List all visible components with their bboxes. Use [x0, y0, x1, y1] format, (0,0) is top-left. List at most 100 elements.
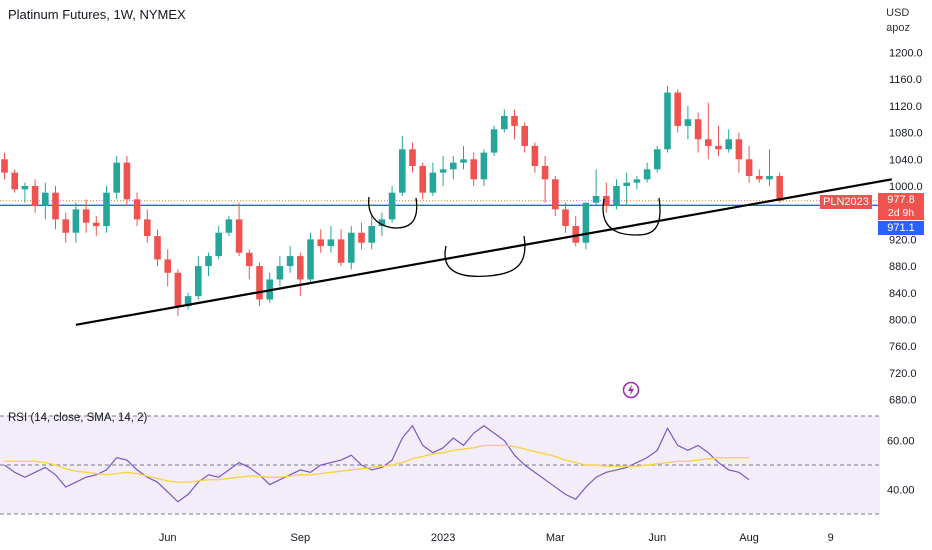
candle-body [286, 256, 294, 267]
time-tick-label: 2023 [431, 532, 455, 544]
rsi-axis: 40.00 60.00 [887, 436, 915, 497]
candle-body [327, 239, 335, 247]
candle-body [1, 159, 8, 173]
cup-annotation [602, 197, 661, 236]
last-price-badge: 977.8 [878, 193, 924, 207]
rsi-lines [4, 424, 750, 503]
candle-body [184, 296, 192, 307]
candle-body [317, 239, 324, 247]
candle-body [674, 92, 681, 126]
candle-body [501, 115, 508, 130]
price-tick-label: 840.0 [889, 288, 917, 300]
candle-body [705, 139, 712, 146]
price-tick-label: 1040.0 [889, 154, 923, 166]
candle-body [664, 92, 671, 150]
price-tick-label: 1160.0 [889, 74, 922, 86]
rsi-tick-label: 40.00 [887, 485, 915, 497]
candle-body [776, 175, 783, 201]
time-tick-label: Aug [739, 532, 759, 544]
candle-body [11, 172, 18, 190]
candle-body [31, 186, 39, 207]
candle-body [613, 186, 620, 207]
candle-body [419, 165, 426, 193]
candle-body [368, 226, 375, 243]
candle-body [93, 222, 100, 227]
candle-body [592, 196, 600, 203]
candle-body [388, 192, 396, 220]
candle-body [766, 175, 773, 180]
candle-body [694, 119, 702, 140]
time-tick-label: 9 [828, 532, 834, 544]
price-tick-label: 1000.0 [889, 181, 923, 193]
rsi-line [4, 424, 750, 503]
candle-body [480, 152, 488, 180]
price-tick-label: 800.0 [889, 315, 917, 327]
price-tick-label: 720.0 [889, 368, 917, 380]
price-tick-label: 920.0 [889, 234, 917, 246]
candles [1, 85, 783, 317]
candle-body [582, 202, 590, 243]
grid-layer [0, 200, 880, 206]
currency-label: USD [886, 7, 910, 19]
candle-body [684, 119, 692, 126]
candle-body [745, 159, 753, 176]
candle-body [72, 209, 80, 233]
lightning-icon[interactable] [622, 381, 640, 399]
candle-body [552, 179, 559, 210]
candle-body [633, 179, 641, 183]
candle-body [62, 219, 69, 233]
candle-body [103, 192, 110, 227]
line-price-badge: 971.1 [878, 221, 924, 235]
candle-body [450, 162, 457, 170]
candle-body [358, 232, 365, 243]
candle-body [725, 139, 732, 150]
candle-body [735, 139, 743, 160]
candle-body [337, 239, 345, 263]
price-axis: 680.0 720.0 760.0 800.0 840.0 880.0 920.0 1000.… [889, 48, 923, 407]
time-axis: Jun Sep 2023 Mar Jun Aug 9 [159, 532, 834, 544]
candle-body [195, 266, 202, 297]
annotations [75, 178, 893, 326]
candle-body [297, 256, 304, 280]
symbol-badge: PLN2023 [820, 195, 872, 209]
candle-body [164, 259, 171, 273]
rsi-tick-label: 60.00 [887, 436, 915, 448]
candle-body [490, 129, 498, 153]
rsi-sma-line [4, 444, 750, 483]
candle-body [562, 209, 569, 227]
candle-body [572, 226, 579, 243]
candle-body [144, 219, 151, 237]
candle-body [307, 239, 314, 280]
price-tick-label: 880.0 [889, 261, 917, 273]
candle-body [123, 162, 131, 200]
candle-body [470, 159, 477, 180]
currency-header[interactable]: USD apoz [886, 6, 910, 36]
candle-body [21, 186, 29, 190]
candle-body [378, 219, 386, 227]
price-tick-label: 1200.0 [889, 48, 923, 60]
candle-body [215, 232, 222, 257]
price-tick-label: 680.0 [889, 395, 917, 407]
rsi-band [0, 416, 880, 514]
candle-body [756, 175, 763, 180]
candle-body [643, 169, 651, 180]
candle-body [521, 125, 528, 146]
rsi-title: RSI (14, close, SMA, 14, 2) [8, 412, 148, 424]
candle-body [246, 252, 253, 267]
candle-body [541, 165, 549, 180]
candle-body [276, 266, 284, 280]
candle-body [113, 162, 120, 193]
candle-body [52, 192, 59, 220]
candle-body [439, 169, 447, 173]
candle-body [348, 232, 355, 263]
candle-body [154, 236, 161, 260]
candle-body [174, 272, 182, 307]
cup-annotation [368, 196, 418, 229]
candle-body [256, 266, 263, 300]
candle-body [654, 149, 661, 170]
scale-mode-label: apoz [886, 22, 910, 34]
candle-body [42, 192, 49, 207]
candle-body [235, 219, 243, 253]
price-tick-label: 1080.0 [889, 128, 923, 140]
